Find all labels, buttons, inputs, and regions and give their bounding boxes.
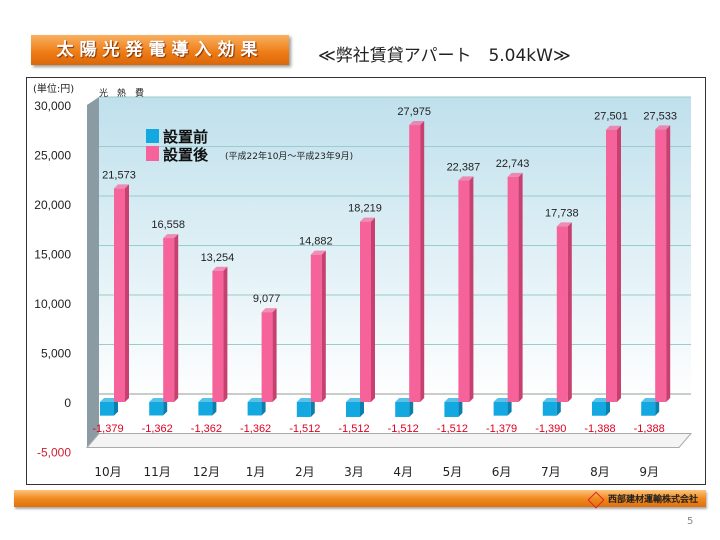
x-tick-label: 9月: [639, 465, 659, 479]
data-label-after: 22,743: [496, 158, 530, 170]
x-tick-label: 5月: [443, 465, 463, 479]
data-label-after: 27,975: [397, 106, 431, 118]
y-tick-label: 20,000: [34, 198, 71, 212]
bar-before-9: [542, 398, 561, 416]
side-wall: [87, 97, 99, 448]
y-tick-label: 5,000: [41, 347, 71, 361]
bar-after-3: [261, 308, 277, 402]
bar-before-0: [100, 398, 118, 416]
legend-label-before: 設置前: [163, 128, 208, 146]
data-label-after: 13,254: [201, 252, 235, 264]
bar-after-5: [360, 217, 375, 402]
bar-before-3: [247, 398, 266, 416]
x-tick-label: 11月: [144, 465, 171, 479]
data-label-before: -1,512: [388, 423, 419, 435]
legend-label-after: 設置後: [163, 146, 209, 164]
bar-before-5: [346, 398, 364, 417]
bar-before-11: [641, 398, 660, 416]
data-label-after: 22,387: [447, 161, 481, 173]
bar-after-2: [212, 266, 228, 402]
bar-after-1: [163, 234, 179, 402]
data-label-after: 18,219: [348, 203, 382, 215]
legend-swatch-after: [146, 146, 159, 161]
bar-before-8: [493, 398, 512, 416]
bar-before-1: [149, 398, 168, 416]
data-label-before: -1,379: [486, 423, 517, 435]
bar-after-6: [409, 121, 425, 403]
legend-swatch-before: [146, 129, 159, 143]
x-tick-label: 1月: [246, 465, 266, 479]
data-label-before: -1,388: [634, 423, 665, 435]
bar-after-9: [556, 222, 572, 402]
y-axis-title: 光 熱 費: [99, 87, 144, 99]
data-label-before: -1,362: [191, 423, 222, 435]
bar-chart: 30,000 25,000 20,000 15,000 10,000 5,000 0 -5,0…: [33, 82, 693, 479]
x-tick-label: 8月: [590, 465, 610, 479]
bar-before-7: [444, 398, 463, 417]
bar-before-10: [592, 398, 610, 416]
data-label-before: -1,379: [92, 423, 123, 435]
data-label-after: 9,077: [253, 293, 281, 305]
data-label-before: -1,512: [437, 423, 468, 435]
x-tick-label: 7月: [541, 465, 561, 479]
bar-before-4: [296, 398, 315, 417]
y-tick-label: -5,000: [37, 446, 71, 460]
bar-after-4: [310, 250, 326, 402]
x-tick-label: 4月: [393, 465, 413, 479]
floor: [85, 433, 693, 448]
bar-after-11: [655, 125, 671, 402]
data-label-before: -1,362: [240, 423, 271, 435]
data-label-after: 17,738: [545, 207, 579, 219]
bar-after-10: [606, 125, 621, 402]
unit-label: (単位:円): [33, 82, 74, 95]
bar-after-7: [458, 176, 474, 402]
y-tick-label: 15,000: [34, 248, 71, 262]
x-tick-label: 10月: [94, 465, 121, 479]
data-label-after: 27,533: [643, 110, 677, 122]
x-tick-label: 6月: [492, 465, 512, 479]
x-tick-label: 12月: [193, 465, 220, 479]
data-label-after: 16,558: [151, 219, 185, 231]
slide-subtitle: ≪弊社賃貸アパート 5.04kW≫: [318, 46, 571, 66]
y-tick-label: 25,000: [34, 149, 71, 163]
data-label-after: 27,501: [594, 111, 628, 123]
bar-after-0: [114, 184, 129, 402]
x-tick-label: 2月: [295, 465, 315, 479]
data-label-before: -1,512: [338, 423, 369, 435]
page-number: 5: [687, 516, 694, 527]
chart-frame: 30,000 25,000 20,000 15,000 10,000 5,000 0 -5,0…: [26, 77, 706, 485]
data-label-after: 21,573: [102, 169, 136, 181]
y-tick-label: 0: [64, 396, 71, 410]
data-label-after: 14,882: [299, 236, 333, 248]
y-tick-label: 30,000: [34, 99, 71, 113]
company-name: 西部建材運輸株式会社: [607, 495, 698, 505]
data-label-before: -1,390: [535, 423, 566, 435]
bar-after-8: [507, 172, 523, 402]
bar-before-6: [395, 398, 414, 417]
x-tick-label: 3月: [344, 465, 364, 479]
y-tick-label: 10,000: [34, 297, 71, 311]
bar-before-2: [198, 398, 217, 416]
slide-title: 太陽光発電導入効果: [31, 35, 289, 65]
legend-note: (平成22年10月～平成23年9月): [225, 150, 353, 162]
company-logo-icon: [587, 491, 605, 508]
data-label-before: -1,388: [584, 423, 615, 435]
back-wall: [99, 97, 691, 402]
footer-bar: 西部建材運輸株式会社: [14, 490, 706, 508]
data-label-before: -1,512: [289, 423, 320, 435]
data-label-before: -1,362: [142, 423, 173, 435]
